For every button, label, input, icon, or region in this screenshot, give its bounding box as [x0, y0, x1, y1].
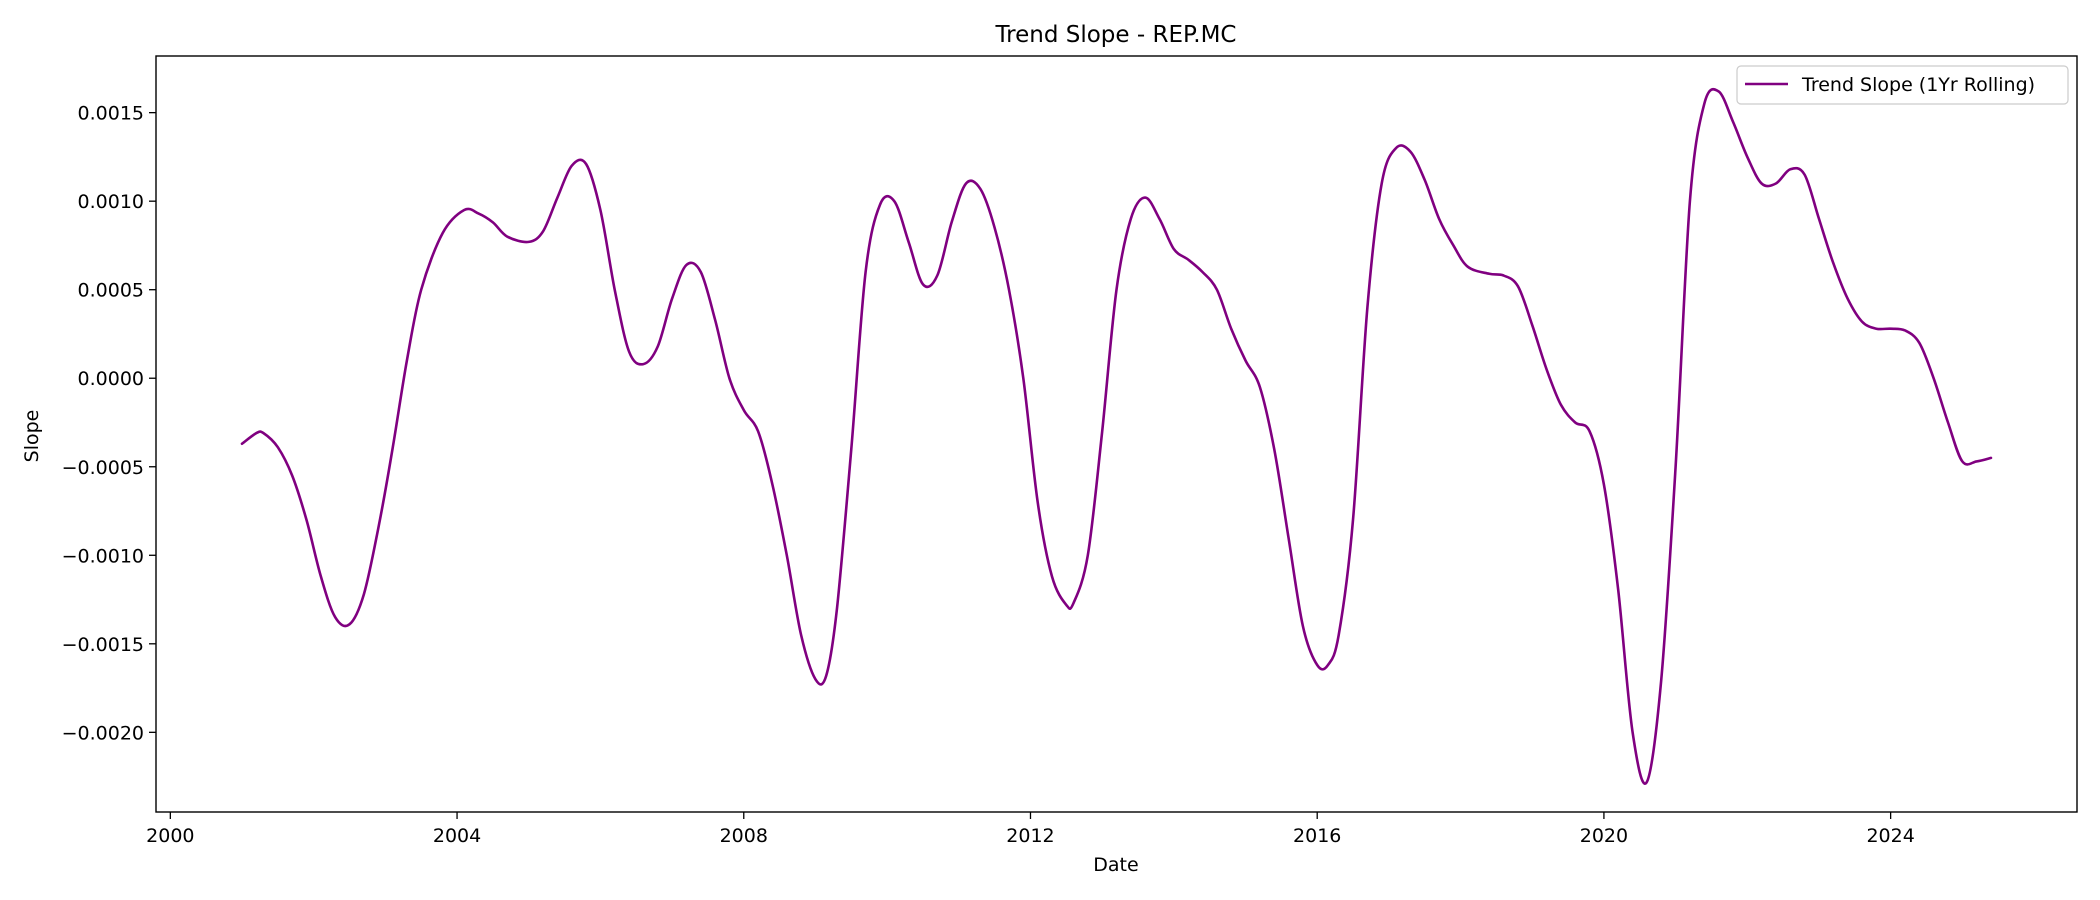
plot-area-frame [155, 55, 2078, 813]
x-tick-label: 2008 [720, 825, 768, 847]
series-line-trend-slope [240, 87, 1993, 785]
chart-title: Trend Slope - REP.MC [994, 22, 1236, 48]
x-axis-title: Date [1093, 854, 1138, 876]
legend-box [1736, 65, 2069, 105]
y-tick-label: 0.0005 [78, 280, 144, 302]
y-tick-label: −0.0010 [62, 545, 144, 567]
y-axis-title: Slope [21, 410, 43, 463]
y-tick-label: −0.0005 [62, 457, 144, 479]
x-tick-label: 2004 [433, 825, 481, 847]
legend-label: Trend Slope (1Yr Rolling) [1801, 74, 2035, 96]
y-tick-label: 0.0010 [78, 191, 144, 213]
x-tick-label: 2000 [146, 825, 194, 847]
y-tick-label: −0.0015 [62, 634, 144, 656]
y-tick-label: −0.0020 [62, 722, 144, 744]
legend: Trend Slope (1Yr Rolling) [1736, 65, 2069, 105]
x-tick-label: 2012 [1006, 825, 1054, 847]
y-tick-label: 0.0015 [78, 103, 144, 125]
x-tick-label: 2020 [1580, 825, 1628, 847]
y-tick-label: 0.0000 [78, 368, 144, 390]
x-tick-label: 2016 [1293, 825, 1341, 847]
x-tick-label: 2024 [1866, 825, 1914, 847]
